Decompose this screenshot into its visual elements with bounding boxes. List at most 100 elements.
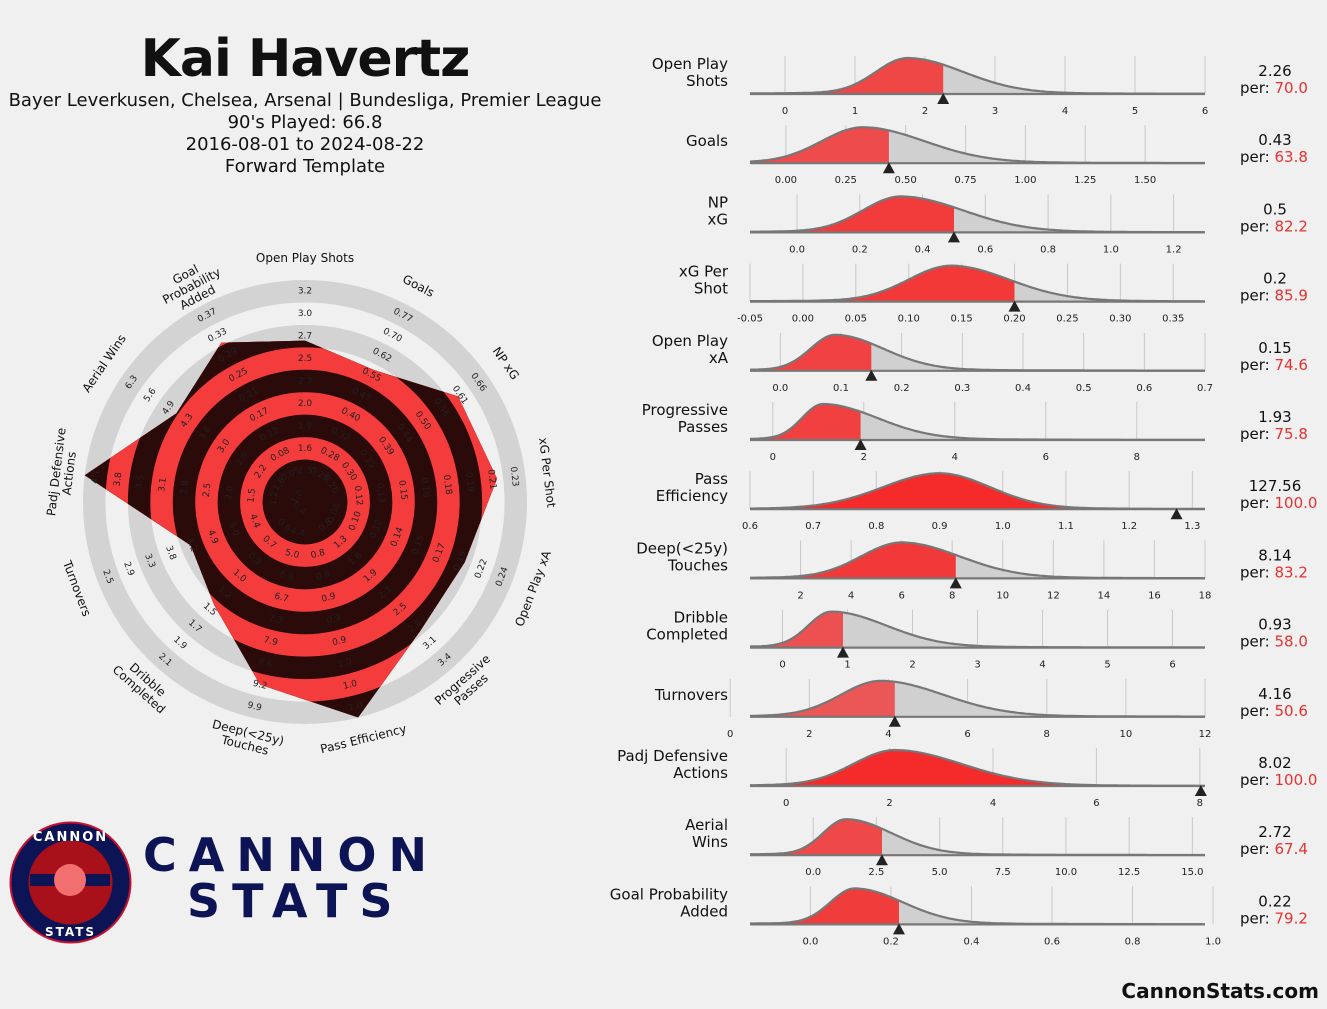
density-metric-label: Open Play Shots (652, 55, 728, 90)
density-metric-label-line: Shot (694, 280, 728, 298)
density-tick-label: 2 (909, 660, 915, 671)
density-row: -0.05 0.00 0.05 0.10 0.15 0.20 0.25 0.30 0.35 xG … (679, 263, 1308, 325)
density-percentile: per: 83.2 (1240, 563, 1308, 581)
density-percentile: per: 70.0 (1240, 79, 1308, 97)
density-tick-label: 4 (952, 452, 958, 463)
density-value: 8.14 (1258, 546, 1291, 564)
density-metric-label: Deep(<25y) Touches (636, 539, 728, 574)
radar-tick-label: 0.12 (352, 485, 364, 506)
radar-tick-label: 1.5 (246, 488, 258, 503)
density-tick-label: 0.6 (1136, 383, 1152, 394)
density-tick-label: 0 (779, 660, 785, 671)
density-tick-label: 14 (1098, 590, 1111, 601)
radar-dark-rings (84, 340, 498, 718)
density-tick-label: 0 (782, 106, 788, 117)
density-tick-label: 1 (852, 106, 858, 117)
density-tick-label: 0 (727, 729, 733, 740)
density-area (750, 611, 1205, 648)
density-tick-label: 0.8 (1040, 244, 1056, 255)
density-tick-label: 1.2 (1166, 244, 1182, 255)
percentile-prefix: per: (1240, 840, 1274, 858)
density-tick-label: 0.5 (1076, 383, 1092, 394)
density-tick-label: 0.0 (805, 867, 821, 878)
density-tick-label: 6 (964, 729, 970, 740)
density-metric-label: Aerial Wins (685, 816, 728, 851)
radar-metric-label-line: Pass Efficiency (319, 722, 408, 757)
density-percentile-fill (750, 334, 872, 371)
density-tick-label: 1.2 (1121, 521, 1137, 532)
density-tick-label: 0.05 (845, 314, 867, 325)
density-value: 4.16 (1258, 685, 1291, 703)
radar-metric-label: Deep(<25y)Touches (208, 717, 286, 761)
radar-tick-label: 0.16 (418, 477, 430, 498)
radar-metric-label-line: Open Play Shots (256, 251, 354, 265)
radar-tick-label: 3.3 (142, 553, 156, 570)
percentile-prefix: per: (1240, 79, 1274, 97)
density-metric-label-line: Aerial (685, 816, 728, 834)
density-tick-label: 10 (996, 590, 1009, 601)
density-tick-label: 0.15 (950, 314, 972, 325)
percentile-prefix: per: (1240, 563, 1274, 581)
density-tick-label: 0 (783, 798, 789, 809)
density-value: 127.56 (1249, 477, 1302, 495)
radar-tick-label: 0.9 (331, 635, 348, 648)
density-metric-label-line: xA (709, 349, 729, 367)
percentile-value: 79.2 (1274, 909, 1307, 927)
density-tick-label: 0.4 (964, 936, 980, 947)
header: Kai Havertz Bayer Leverkusen, Chelsea, A… (0, 28, 610, 178)
density-tick-label: 6 (1093, 798, 1099, 809)
radar-tick-label: 2.5 (298, 354, 312, 364)
radar-tick-label: 0.9 (321, 592, 338, 605)
density-metric-label-line: NP (708, 193, 728, 211)
density-tick-label: 0.00 (775, 175, 797, 186)
density-tick-label: 0.1 (833, 383, 849, 394)
density-value: 0.15 (1258, 339, 1291, 357)
density-metric-label-line: Completed (646, 626, 728, 644)
density-tick-label: 16 (1148, 590, 1161, 601)
density-value: 0.93 (1258, 616, 1291, 634)
density-percentile-fill (750, 611, 843, 648)
density-percentile-fill (750, 58, 944, 94)
radar-tick-label: 0.19 (463, 472, 475, 493)
density-tick-label: 0.6 (977, 244, 993, 255)
radar-tick-label: 4.9 (205, 529, 220, 546)
density-metric-label-line: Pass (695, 470, 728, 488)
density-tick-label: 0.2 (894, 383, 910, 394)
density-metric-label-line: Deep(<25y) (636, 539, 728, 557)
density-metric-label-line: xG (707, 210, 728, 228)
percentile-value: 67.4 (1274, 840, 1307, 858)
radar-tick-label: 0.15 (396, 480, 408, 501)
radar-metric-label: Goals (400, 272, 436, 300)
radar-tick-label: 2.7 (298, 332, 312, 342)
player-marker (937, 93, 950, 104)
density-tick-label: 1.0 (995, 521, 1011, 532)
badge-top-text: CANNON (33, 830, 108, 845)
density-percentile-fill (750, 404, 861, 440)
density-tick-label: 0.25 (835, 175, 857, 186)
percentile-prefix: per: (1240, 494, 1274, 512)
radar-metric-label: Open Play Shots (256, 251, 354, 265)
radar-metric-label: NP xG (490, 344, 522, 382)
density-tick-label: 4 (990, 798, 996, 809)
player-marker (1194, 785, 1207, 796)
density-value: 0.22 (1258, 892, 1291, 910)
radar-tick-label: 0.13 (374, 482, 386, 503)
percentile-prefix: per: (1240, 909, 1274, 927)
density-tick-label: 0.7 (805, 521, 821, 532)
density-tick-label: 0.50 (895, 175, 917, 186)
density-tick-label: 8 (949, 590, 955, 601)
density-metric-label: Goal Probability Added (610, 885, 728, 920)
radar-tick-label: 0.9 (326, 613, 343, 626)
density-value: 2.26 (1258, 62, 1291, 80)
density-metric-label-line: Turnovers (654, 686, 728, 704)
density-percentile-fill (750, 473, 1177, 510)
radar-tick-label: 6.7 (273, 592, 289, 605)
radar-tick-label: 9.2 (252, 679, 268, 692)
radar-tick-label: 1.3 (298, 466, 312, 476)
density-value: 2.72 (1258, 823, 1291, 841)
density-percentile-fill (750, 265, 1015, 302)
density-value: 0.43 (1258, 131, 1291, 149)
